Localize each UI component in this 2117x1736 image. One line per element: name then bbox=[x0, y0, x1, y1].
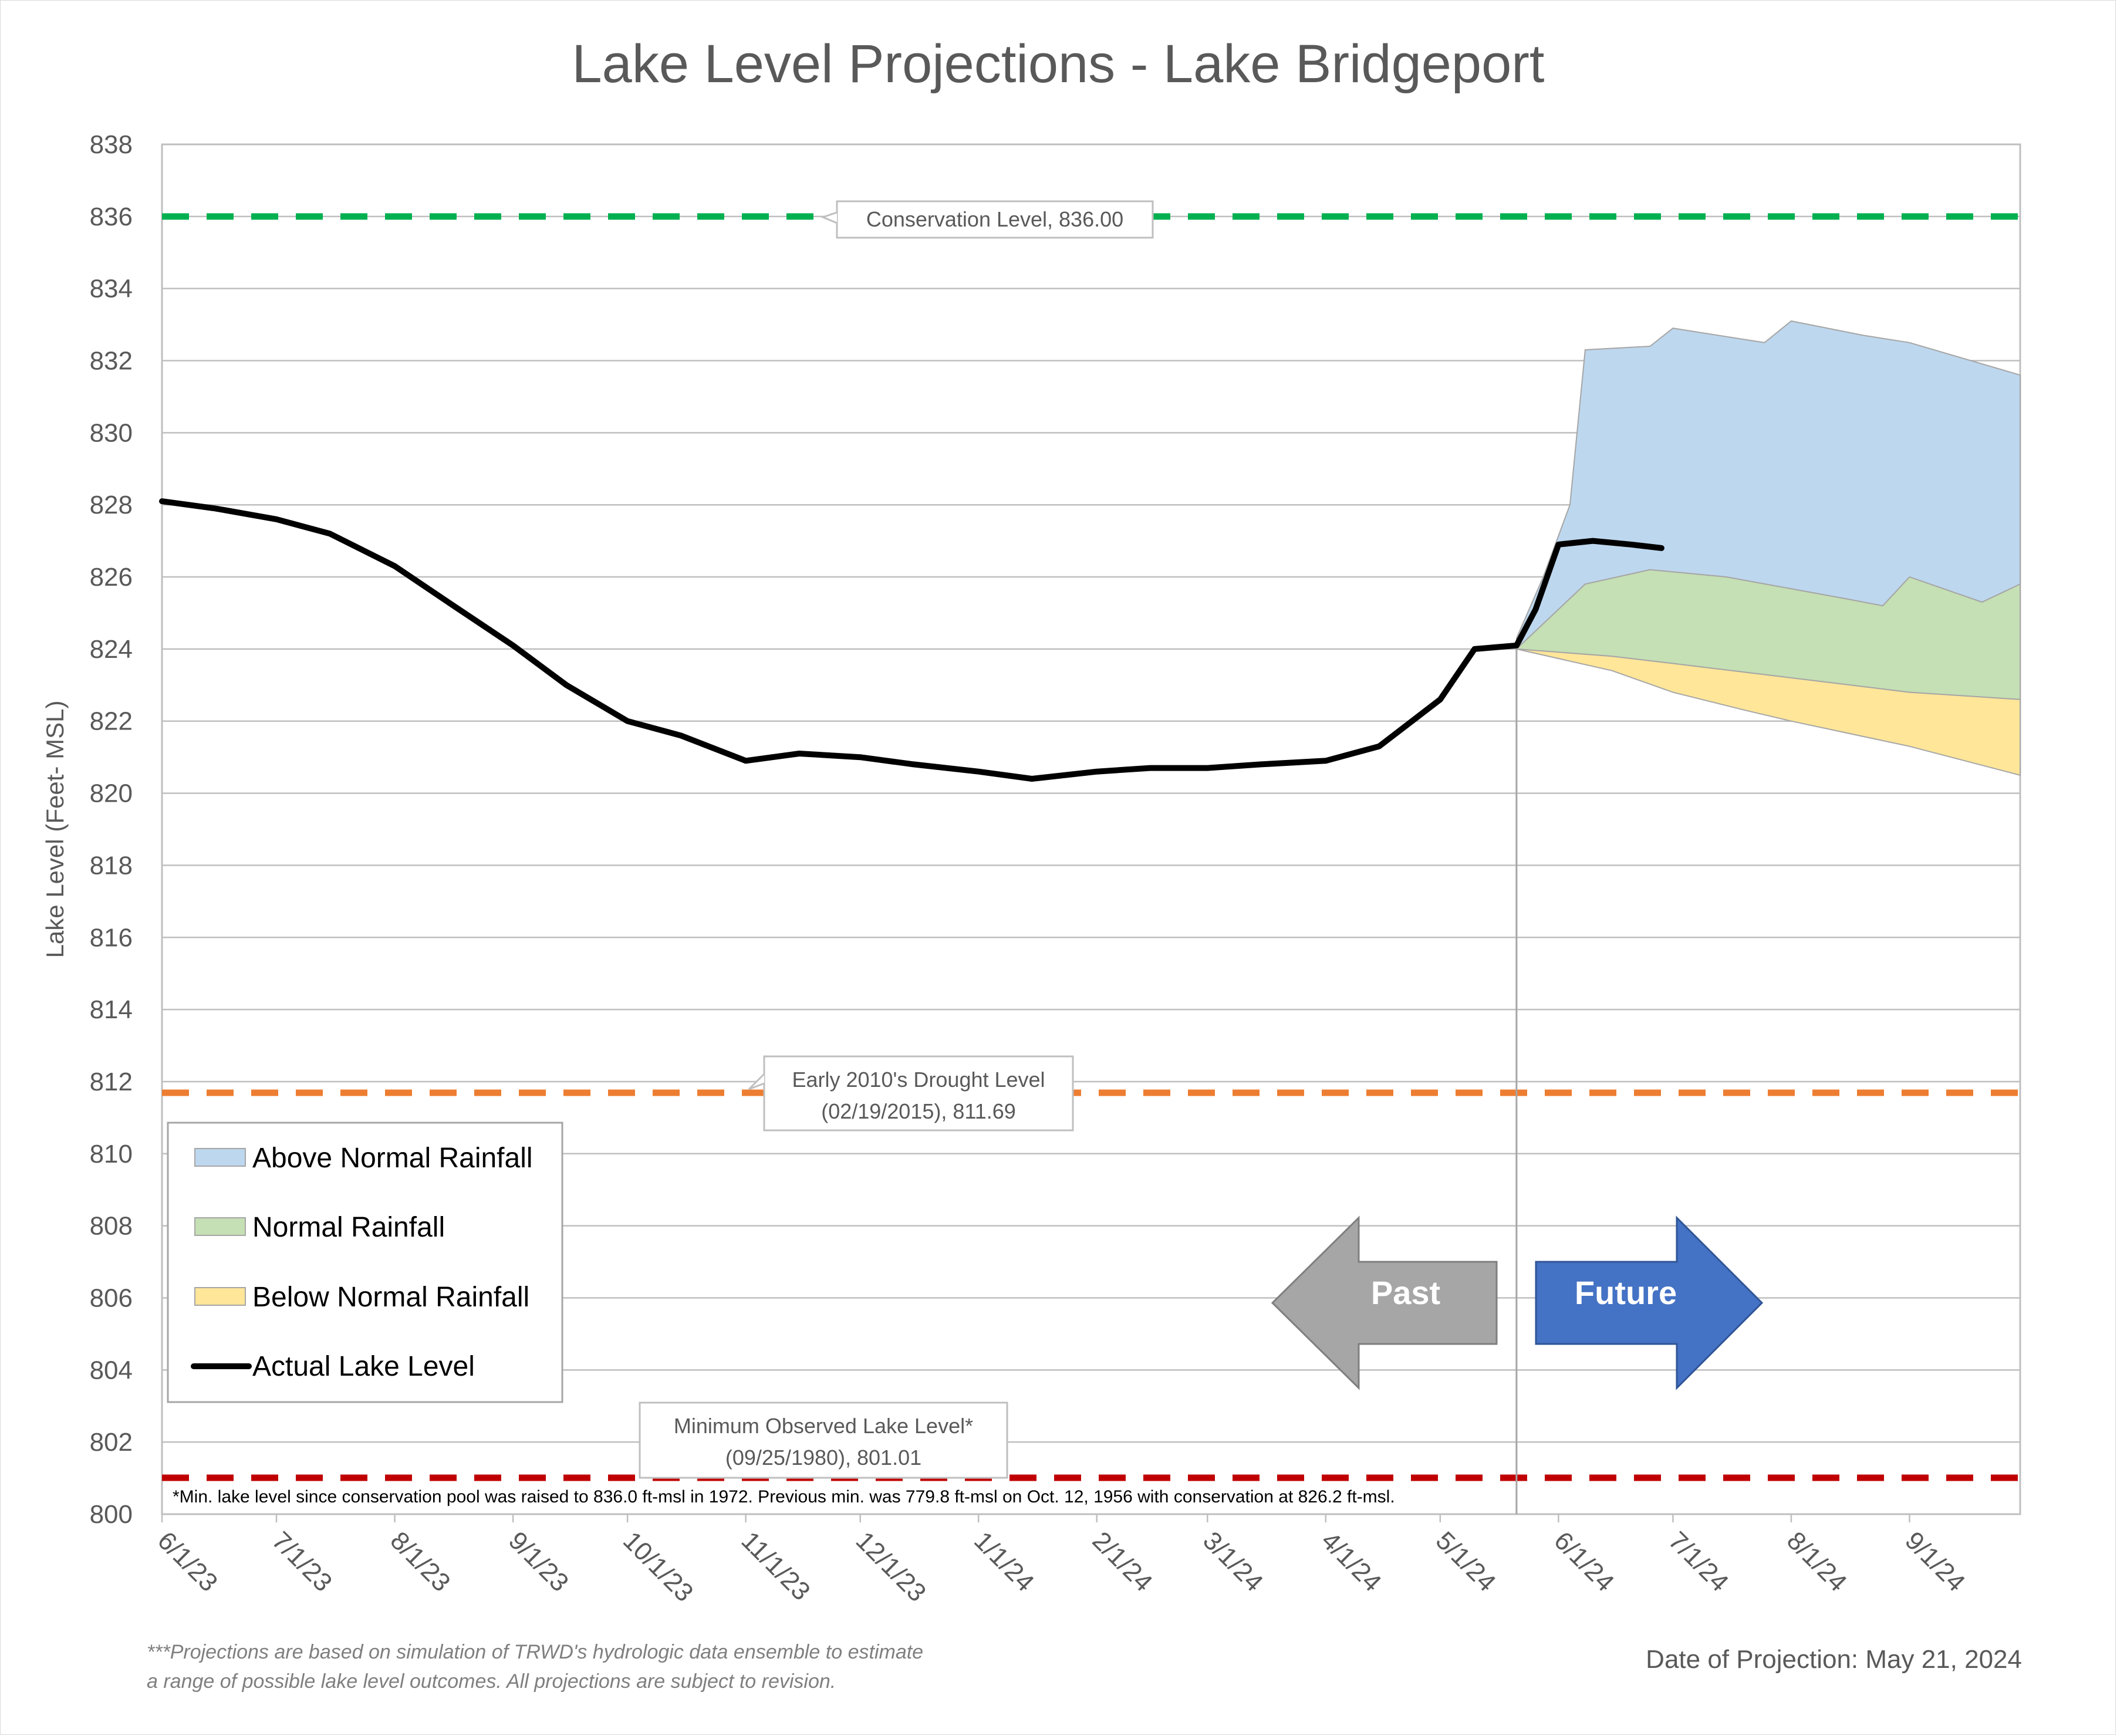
y-tick-label-804: 804 bbox=[90, 1356, 133, 1384]
y-tick-label-836: 836 bbox=[90, 202, 133, 231]
actual-lake-level-line bbox=[159, 498, 1664, 782]
min-level-note: *Min. lake level since conservation pool… bbox=[173, 1487, 1395, 1507]
past-arrow-label: Past bbox=[1371, 1274, 1440, 1311]
x-tick-label-3: 9/1/23 bbox=[503, 1526, 574, 1597]
x-tick-label-5: 11/1/23 bbox=[736, 1526, 816, 1606]
legend-label-above-normal: Above Normal Rainfall bbox=[252, 1143, 533, 1174]
future-arrow-label: Future bbox=[1575, 1274, 1677, 1311]
x-tick-label-4: 10/1/23 bbox=[617, 1526, 698, 1607]
minimum-callout: Minimum Observed Lake Level* (09/25/1980… bbox=[639, 1401, 1008, 1479]
y-tick-label-830: 830 bbox=[90, 418, 133, 447]
chart-title: Lake Level Projections - Lake Bridgeport bbox=[572, 34, 1545, 94]
y-tick-label-800: 800 bbox=[90, 1500, 133, 1529]
y-tick-label-832: 832 bbox=[90, 347, 133, 376]
y-tick-label-826: 826 bbox=[90, 563, 133, 592]
minimum-callout-box bbox=[639, 1401, 1008, 1479]
y-axis-ticks: 800 802 804 806 808 810 812 814 816 818 820 822 824 8… bbox=[90, 130, 133, 1529]
y-tick-label-802: 802 bbox=[90, 1428, 133, 1457]
conservation-callout-pointer bbox=[820, 211, 838, 224]
x-tick-label-8: 2/1/24 bbox=[1087, 1526, 1158, 1597]
y-tick-label-838: 838 bbox=[90, 130, 133, 159]
conservation-callout-box bbox=[836, 200, 1154, 239]
x-tick-label-7: 1/1/24 bbox=[968, 1526, 1039, 1597]
x-tick-label-13: 7/1/24 bbox=[1663, 1526, 1734, 1597]
x-tick-label-12: 6/1/24 bbox=[1548, 1526, 1619, 1597]
drought-callout-pointer bbox=[748, 1073, 765, 1090]
drought-callout-line1: Early 2010's Drought Level bbox=[792, 1068, 1045, 1092]
drought-callout: Early 2010's Drought Level (02/19/2015),… bbox=[748, 1055, 1074, 1132]
drought-callout-box bbox=[763, 1055, 1074, 1132]
y-tick-label-812: 812 bbox=[90, 1068, 133, 1096]
y-tick-label-810: 810 bbox=[90, 1140, 133, 1168]
drought-callout-line2: (02/19/2015), 811.69 bbox=[821, 1099, 1016, 1123]
x-tick-label-15: 9/1/24 bbox=[1899, 1526, 1970, 1597]
date-of-projection: Date of Projection: May 21, 2024 bbox=[1646, 1645, 2022, 1674]
gridlines bbox=[162, 143, 2020, 1515]
x-tick-label-2: 8/1/23 bbox=[384, 1526, 455, 1597]
x-tick-label-14: 8/1/24 bbox=[1781, 1526, 1852, 1597]
x-axis-ticks: 6/1/23 7/1/23 8/1/23 9/1/23 10/1/23 11/1/23 12… bbox=[152, 1514, 1971, 1607]
minimum-callout-line2: (09/25/1980), 801.01 bbox=[725, 1445, 921, 1470]
y-tick-label-806: 806 bbox=[90, 1284, 133, 1312]
legend-label-normal: Normal Rainfall bbox=[252, 1212, 445, 1243]
legend-label-actual: Actual Lake Level bbox=[252, 1351, 475, 1382]
y-tick-label-834: 834 bbox=[90, 275, 133, 303]
future-arrow-shape bbox=[1535, 1215, 1764, 1390]
x-tick-label-9: 3/1/24 bbox=[1197, 1526, 1268, 1597]
x-tick-label-1: 7/1/23 bbox=[266, 1526, 337, 1597]
y-tick-label-808: 808 bbox=[90, 1212, 133, 1241]
conservation-callout: Conservation Level, 836.00 bbox=[820, 200, 1154, 239]
actual-level-series bbox=[159, 498, 1664, 782]
y-tick-label-818: 818 bbox=[90, 851, 133, 880]
legend-swatch-below-normal bbox=[194, 1287, 246, 1306]
y-tick-label-822: 822 bbox=[90, 707, 133, 736]
x-tick-label-0: 6/1/23 bbox=[152, 1526, 223, 1597]
legend-label-below-normal: Below Normal Rainfall bbox=[252, 1282, 529, 1313]
legend-box bbox=[167, 1122, 563, 1403]
future-arrow: Future bbox=[1535, 1215, 1764, 1390]
y-tick-label-814: 814 bbox=[90, 995, 133, 1024]
y-tick-label-816: 816 bbox=[90, 923, 133, 952]
y-tick-label-824: 824 bbox=[90, 635, 133, 664]
conservation-callout-text: Conservation Level, 836.00 bbox=[866, 207, 1123, 231]
past-arrow-shape bbox=[1271, 1215, 1498, 1390]
legend-swatch-normal bbox=[194, 1217, 246, 1236]
x-tick-label-11: 5/1/24 bbox=[1430, 1526, 1501, 1597]
legend: Above Normal Rainfall Normal Rainfall Be… bbox=[167, 1122, 563, 1403]
legend-swatch-above-normal bbox=[194, 1148, 246, 1167]
x-tick-label-10: 4/1/24 bbox=[1316, 1526, 1387, 1597]
footnote-line-1: ***Projections are based on simulation o… bbox=[147, 1641, 923, 1663]
band-below-normal-rainfall bbox=[1516, 648, 2021, 776]
y-tick-label-820: 820 bbox=[90, 779, 133, 808]
y-axis-label: Lake Level (Feet- MSL) bbox=[41, 701, 69, 958]
past-arrow: Past bbox=[1271, 1215, 1498, 1390]
footnote-line-2: a range of possible lake level outcomes.… bbox=[147, 1670, 836, 1693]
y-tick-label-828: 828 bbox=[90, 491, 133, 519]
x-tick-label-6: 12/1/23 bbox=[850, 1526, 931, 1607]
projection-bands bbox=[1515, 320, 2021, 776]
minimum-callout-line1: Minimum Observed Lake Level* bbox=[674, 1414, 973, 1438]
